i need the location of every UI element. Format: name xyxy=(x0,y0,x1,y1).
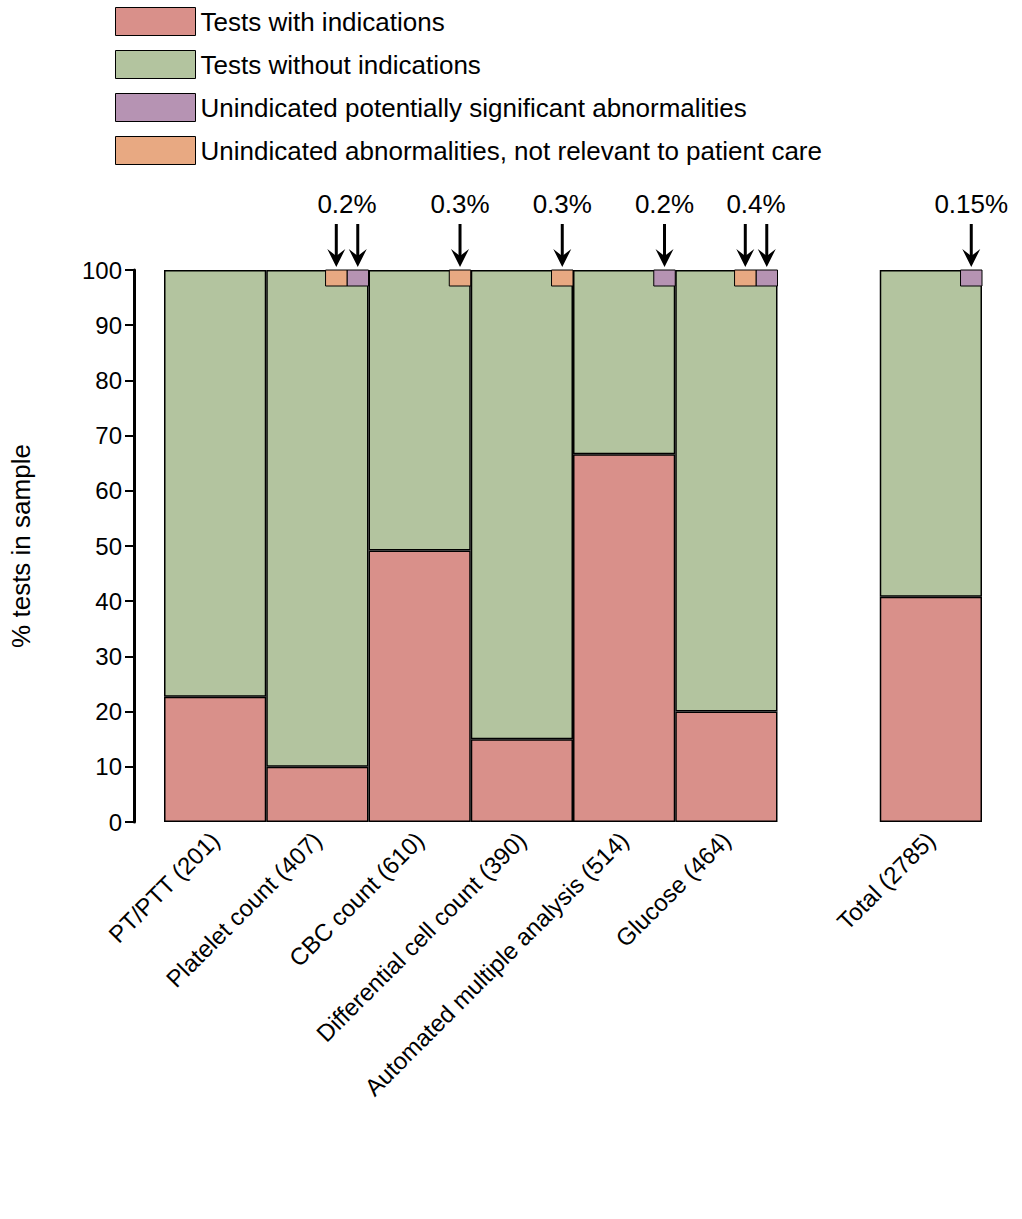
svg-text:Differential cell count (390): Differential cell count (390) xyxy=(311,826,532,1047)
svg-text:Tests with indications: Tests with indications xyxy=(201,7,445,37)
svg-text:10: 10 xyxy=(95,753,122,780)
svg-text:Total (2785): Total (2785) xyxy=(832,826,941,935)
svg-text:30: 30 xyxy=(95,643,122,670)
svg-text:40: 40 xyxy=(95,588,122,615)
svg-text:Glucose (464): Glucose (464) xyxy=(610,826,736,952)
svg-text:PT/PTT (201): PT/PTT (201) xyxy=(103,826,225,948)
svg-text:CBC count (610): CBC count (610) xyxy=(283,826,430,972)
svg-text:80: 80 xyxy=(95,367,122,394)
svg-text:0.4%: 0.4% xyxy=(726,189,785,219)
svg-text:0.2%: 0.2% xyxy=(635,189,694,219)
svg-text:50: 50 xyxy=(95,533,122,560)
svg-text:90: 90 xyxy=(95,312,122,339)
svg-text:0: 0 xyxy=(109,809,122,836)
svg-text:% tests in sample: % tests in sample xyxy=(6,444,36,648)
svg-text:Automated multiple analysis (5: Automated multiple analysis (514) xyxy=(359,826,634,1101)
svg-text:Unindicated potentially signif: Unindicated potentially significant abno… xyxy=(201,93,747,123)
svg-text:0.2%: 0.2% xyxy=(317,189,376,219)
svg-text:0.3%: 0.3% xyxy=(430,189,489,219)
svg-text:Platelet count (407): Platelet count (407) xyxy=(160,826,327,993)
svg-text:0.15%: 0.15% xyxy=(934,189,1008,219)
svg-text:20: 20 xyxy=(95,698,122,725)
svg-text:0.3%: 0.3% xyxy=(533,189,592,219)
svg-text:100: 100 xyxy=(82,257,122,284)
svg-text:Tests without indications: Tests without indications xyxy=(201,50,481,80)
svg-text:70: 70 xyxy=(95,422,122,449)
svg-text:60: 60 xyxy=(95,477,122,504)
svg-text:Unindicated abnormalities, not: Unindicated abnormalities, not relevant … xyxy=(201,136,822,166)
